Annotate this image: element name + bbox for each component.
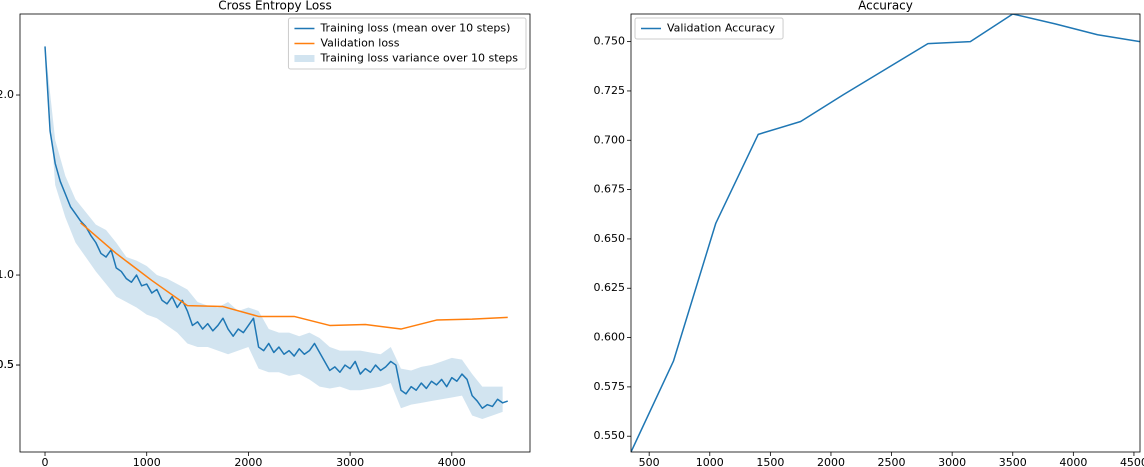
- chart-title: Cross Entropy Loss: [218, 0, 331, 13]
- x-tick-label: 4000: [1059, 456, 1087, 467]
- x-tick-label: 2500: [878, 456, 906, 467]
- legend-label: Validation Accuracy: [667, 22, 776, 35]
- x-tick-label: 2000: [234, 456, 262, 467]
- legend-box: [287, 17, 527, 70]
- x-tick-label: 2000: [817, 456, 845, 467]
- series-line: [44, 46, 508, 409]
- legend-label: Training loss (mean over 10 steps): [319, 22, 510, 35]
- legend: Training loss (mean over 10 steps) Valida…: [287, 17, 527, 70]
- x-tick-label: 1000: [696, 456, 724, 467]
- y-tick-label: 0.750: [594, 35, 626, 48]
- y-tick-label: 0.650: [594, 232, 626, 245]
- y-tick-label: 1.0: [0, 268, 14, 281]
- axes-frame: [630, 13, 1141, 453]
- series-line: [80, 222, 508, 330]
- legend-label: Training loss variance over 10 steps: [319, 52, 518, 65]
- y-tick-label: 2.0: [0, 88, 14, 101]
- x-tick-label: 3000: [938, 456, 966, 467]
- variance-band: [45, 46, 503, 420]
- x-tick-label: 3500: [999, 456, 1027, 467]
- x-tick-label: 1500: [756, 456, 784, 467]
- legend-box: [634, 17, 784, 40]
- x-tick-label: 3000: [336, 456, 364, 467]
- x-tick-label: 500: [639, 456, 660, 467]
- y-tick-label: 0.550: [594, 429, 626, 442]
- plot-area: [44, 46, 508, 420]
- chart-title: Accuracy: [858, 0, 913, 13]
- y-tick-label: 0.5: [0, 358, 14, 371]
- legend-label: Validation loss: [320, 37, 399, 50]
- y-tick-label: 0.575: [594, 380, 626, 393]
- y-tick-label: 0.600: [594, 331, 626, 344]
- y-tick-label: 0.625: [594, 281, 626, 294]
- y-tick-label: 0.5: [0, 358, 14, 371]
- plot-area: [631, 14, 1140, 452]
- y-tick-label: 0.725: [594, 84, 626, 97]
- legend: Validation Accuracy: [634, 17, 784, 40]
- y-tick-label: 0.700: [594, 133, 626, 146]
- axes-frame: [19, 13, 531, 453]
- x-tick-label: 1000: [133, 456, 161, 467]
- x-tick-label: 0: [42, 456, 49, 467]
- x-tick-label: 4000: [438, 456, 466, 467]
- series-line: [631, 14, 1140, 452]
- legend-swatch: [294, 55, 315, 62]
- y-tick-label: 0.675: [594, 183, 626, 196]
